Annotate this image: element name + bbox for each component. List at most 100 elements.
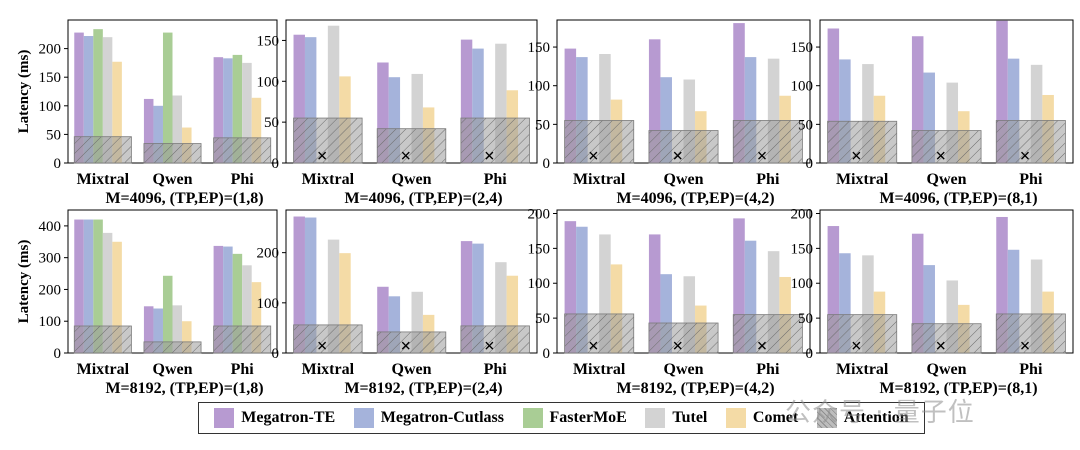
missing-marker-phi: ×	[484, 146, 495, 167]
legend-swatch	[645, 408, 666, 428]
legend-item-comet: Comet	[725, 408, 798, 428]
bar-comet-mixtral	[112, 241, 122, 353]
bar-attention-qwen	[376, 331, 447, 354]
bar-megatron-cutlass-qwen	[923, 72, 935, 163]
bar-tutel-qwen	[172, 95, 183, 163]
bar-megatron-te-qwen	[911, 233, 924, 353]
bar-megatron-cutlass-mixtral	[304, 37, 317, 163]
legend-item-fastermoe: FasterMoE	[522, 408, 627, 428]
bar-megatron-te-mixtral	[293, 34, 305, 163]
bar-attention-phi	[213, 137, 272, 164]
bar-attention-mixtral	[293, 324, 363, 354]
panel-caption: M=4096, (TP,EP)=(1,8)	[105, 190, 263, 207]
bar-attention-mixtral	[827, 120, 898, 164]
y-tick-label: 50	[535, 311, 550, 327]
x-tick-label: Qwen	[153, 171, 193, 188]
bar-megatron-te-phi	[996, 216, 1008, 353]
bar-megatron-cutlass-mixtral	[576, 57, 588, 163]
missing-marker-qwen: ×	[672, 146, 683, 167]
legend-swatch	[214, 408, 235, 428]
bar-attention-phi	[732, 120, 803, 164]
y-tick-label: 150	[791, 40, 814, 56]
legend-swatch	[522, 408, 543, 428]
bar-comet-mixtral	[339, 253, 351, 353]
bar-attention-phi	[995, 120, 1066, 164]
panel-caption: M=4096, (TP,EP)=(8,1)	[879, 190, 1037, 207]
bar-megatron-te-qwen	[911, 36, 924, 163]
bar-tutel-mixtral	[327, 239, 340, 353]
y-tick-label: 150	[528, 241, 551, 257]
bar-megatron-te-qwen	[143, 98, 154, 163]
y-axis-label: Latency (ms)	[16, 50, 32, 134]
bar-tutel-qwen	[683, 79, 696, 163]
missing-marker-mixtral: ×	[851, 146, 862, 167]
y-tick-label: 0	[543, 156, 551, 172]
bar-megatron-te-mixtral	[74, 32, 84, 163]
x-tick-label: Qwen	[153, 361, 193, 378]
panel-caption: M=4096, (TP,EP)=(2,4)	[344, 190, 502, 207]
bar-megatron-cutlass-mixtral	[304, 217, 317, 353]
bar-megatron-te-phi	[733, 23, 745, 164]
bar-tutel-qwen	[411, 73, 423, 163]
y-tick-label: 200	[528, 206, 551, 222]
bar-tutel-phi	[242, 62, 252, 163]
bar-tutel-mixtral	[327, 25, 340, 163]
x-tick-label: Mixtral	[573, 361, 626, 378]
bar-megatron-te-phi	[460, 241, 473, 353]
y-tick-label: 0	[543, 346, 551, 362]
bar-attention-phi	[995, 313, 1066, 354]
bar-megatron-te-phi	[733, 218, 745, 353]
bar-attention-qwen	[376, 128, 447, 164]
bar-attention-phi	[460, 325, 530, 354]
bar-tutel-qwen	[172, 305, 183, 353]
bar-tutel-phi	[495, 262, 507, 353]
legend-label: Attention	[843, 409, 909, 426]
x-tick-label: Mixtral	[302, 361, 355, 378]
panel-caption: M=8192, (TP,EP)=(1,8)	[105, 380, 263, 397]
chart-panel-8: 0 50 100 150 200 × Mixtral × Qwen × Phi M=8192, (TP…	[791, 206, 1074, 397]
bar-tutel-phi	[1030, 64, 1043, 163]
panel-caption: M=4096, (TP,EP)=(4,2)	[616, 190, 774, 207]
bar-megatron-cutlass-mixtral	[839, 59, 851, 163]
y-tick-label: 100	[257, 74, 280, 90]
x-tick-label: Mixtral	[77, 361, 130, 378]
bar-megatron-te-qwen	[143, 306, 154, 353]
y-tick-label: 50	[798, 311, 813, 327]
bar-fastermoe-qwen	[162, 275, 173, 353]
y-axis-label: Latency (ms)	[16, 240, 32, 324]
missing-marker-phi: ×	[757, 336, 768, 357]
bar-megatron-te-mixtral	[827, 226, 840, 353]
y-tick-label: 400	[39, 219, 62, 235]
x-tick-label: Qwen	[664, 171, 704, 188]
missing-marker-qwen: ×	[672, 336, 683, 357]
bar-megatron-cutlass-qwen	[153, 105, 163, 163]
y-tick-label: 150	[528, 40, 551, 56]
y-tick-label: 0	[806, 346, 814, 362]
bar-megatron-cutlass-qwen	[388, 77, 401, 163]
bar-comet-phi	[251, 282, 262, 353]
y-tick-label: 150	[257, 33, 280, 49]
y-tick-label: 0	[54, 156, 62, 172]
bar-megatron-cutlass-phi	[744, 57, 757, 163]
bar-megatron-cutlass-phi	[1007, 58, 1020, 163]
panel-caption: M=8192, (TP,EP)=(4,2)	[616, 380, 774, 397]
bar-megatron-cutlass-qwen	[388, 296, 401, 353]
bar-tutel-phi	[767, 251, 780, 353]
chart-panel-7: 0 50 100 150 200 × Mixtral × Qwen × Phi M=8192, (TP…	[528, 206, 811, 397]
x-tick-label: Mixtral	[77, 171, 130, 188]
bar-attention-qwen	[143, 341, 202, 354]
bar-attention-phi	[732, 314, 803, 354]
y-tick-label: 100	[257, 296, 280, 312]
bar-comet-mixtral	[610, 264, 623, 353]
bar-megatron-cutlass-phi	[472, 48, 484, 163]
bar-comet-phi	[251, 97, 262, 163]
bar-megatron-cutlass-phi	[223, 58, 233, 163]
y-tick-label: 100	[39, 314, 62, 330]
panel-caption: M=8192, (TP,EP)=(8,1)	[879, 380, 1037, 397]
bar-tutel-phi	[242, 265, 252, 353]
bar-attention-qwen	[648, 130, 719, 164]
x-tick-label: Mixtral	[573, 171, 626, 188]
bar-attention-phi	[460, 117, 530, 164]
x-tick-label: Qwen	[927, 171, 967, 188]
